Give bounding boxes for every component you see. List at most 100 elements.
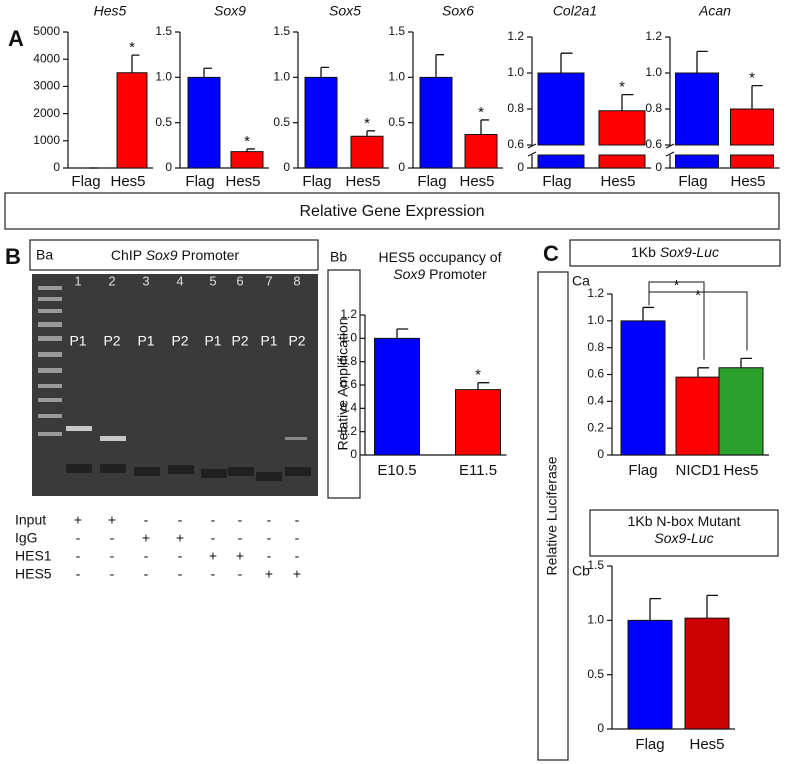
y-tick-label: 0 [597, 721, 604, 735]
gel [32, 274, 318, 496]
condition-sign: + [74, 512, 82, 528]
x-tick-label: E11.5 [459, 462, 497, 479]
bar [374, 337, 420, 456]
x-tick-label: E10.5 [377, 462, 416, 479]
y-tick-label: 0.5 [587, 667, 604, 681]
condition-sign: - [238, 512, 243, 528]
condition-sign: - [295, 530, 300, 546]
primer-label: P1 [137, 333, 154, 349]
y-tick-label: 0 [398, 160, 405, 174]
y-tick-label: 1.5 [273, 24, 290, 38]
title-part: Promoter [425, 266, 487, 282]
y-tick-label: 0.6 [340, 377, 357, 391]
y-tick-label: 0.8 [587, 340, 604, 354]
y-tick-label: 0.6 [645, 137, 662, 151]
y-tick-label: 0.2 [340, 424, 357, 438]
condition-sign: - [267, 530, 272, 546]
condition-sign: + [236, 548, 244, 564]
lane-number: 1 [74, 273, 81, 288]
x-tick-label: Flag [635, 736, 664, 753]
x-tick-label: Flag [417, 173, 446, 190]
bar [730, 108, 774, 169]
significance: * [749, 70, 755, 87]
title-part: 1Kb [631, 244, 660, 260]
chart-title: Hes5 [94, 3, 127, 19]
significance: * [674, 277, 680, 294]
lane-number: 8 [293, 273, 300, 288]
gel-title: ChIP Sox9 Promoter [111, 247, 239, 263]
significance: * [695, 287, 701, 304]
y-tick-label: 1.0 [155, 70, 172, 84]
x-tick-label: Hes5 [600, 173, 635, 190]
gel-title-box [29, 239, 319, 271]
y-tick-label: 0.6 [587, 367, 604, 381]
y-tick-label: 1.0 [273, 70, 290, 84]
primer-label: P1 [204, 333, 221, 349]
y-tick-label: 1.2 [340, 307, 357, 321]
error-bar [131, 54, 140, 73]
y-tick-label: 1000 [33, 133, 60, 147]
condition-sign: - [110, 530, 115, 546]
lane-number: 4 [176, 273, 183, 288]
condition-sign: - [267, 512, 272, 528]
condition-name: Input [15, 512, 46, 528]
x-tick-label: Flag [678, 173, 707, 190]
gel-image [32, 274, 318, 496]
condition-name: HES1 [15, 548, 52, 564]
y-tick-label: 0.6 [507, 137, 524, 151]
y-tick-label: 0 [283, 160, 290, 174]
lane-number: 2 [108, 273, 115, 288]
condition-sign: + [176, 530, 184, 546]
condition-sign: - [76, 548, 81, 564]
bar [304, 76, 338, 169]
chart-title: HES5 occupancy of [379, 249, 502, 265]
bar [675, 376, 721, 456]
error-bar [740, 357, 752, 368]
condition-sign: - [295, 548, 300, 564]
lane-number: 5 [209, 273, 216, 288]
y-tick-label: 1.0 [340, 331, 357, 345]
y-tick-label: 0.5 [388, 115, 405, 129]
chart-title: 1Kb N-box Mutant [628, 513, 741, 529]
y-tick-label: 0.4 [340, 401, 357, 415]
significance: * [364, 115, 370, 132]
condition-name: HES5 [15, 566, 52, 582]
title-part: Sox9-Luc [660, 244, 719, 260]
y-tick-label: 0 [165, 160, 172, 174]
y-tick-label: 5000 [33, 24, 60, 38]
y-tick-label: 1.0 [645, 65, 662, 79]
error-bar [435, 54, 444, 78]
bar [187, 76, 221, 169]
error-bar [480, 119, 489, 135]
title-part: Sox9 [146, 247, 178, 263]
error-bar [751, 84, 763, 109]
y-tick-label: 0.4 [587, 394, 604, 408]
lane-number: 3 [142, 273, 149, 288]
condition-sign: - [238, 530, 243, 546]
y-tick-label: 1.0 [388, 70, 405, 84]
condition-sign: - [267, 548, 272, 564]
title-box [569, 239, 781, 267]
chart-title: Sox6 [442, 3, 474, 19]
x-tick-label: Flag [302, 173, 331, 190]
x-tick-label: Flag [71, 173, 100, 190]
error-bar [560, 52, 573, 73]
bar [116, 72, 148, 169]
condition-sign: - [178, 548, 183, 564]
condition-sign: - [211, 512, 216, 528]
condition-sign: - [144, 512, 149, 528]
primer-label: P2 [171, 333, 188, 349]
y-tick-label: 1.5 [587, 558, 604, 572]
panel-letter: B [5, 244, 21, 269]
error-bar [396, 328, 409, 339]
y-tick-label: 4000 [33, 51, 60, 65]
bar [718, 367, 764, 456]
error-bar [706, 594, 718, 619]
error-bar [477, 382, 490, 390]
error-bar [320, 66, 329, 78]
y-tick-label: 1.0 [507, 65, 524, 79]
x-tick-label: Hes5 [689, 736, 724, 753]
title-part: Sox9 [393, 266, 425, 282]
x-tick-label: Flag [628, 462, 657, 479]
